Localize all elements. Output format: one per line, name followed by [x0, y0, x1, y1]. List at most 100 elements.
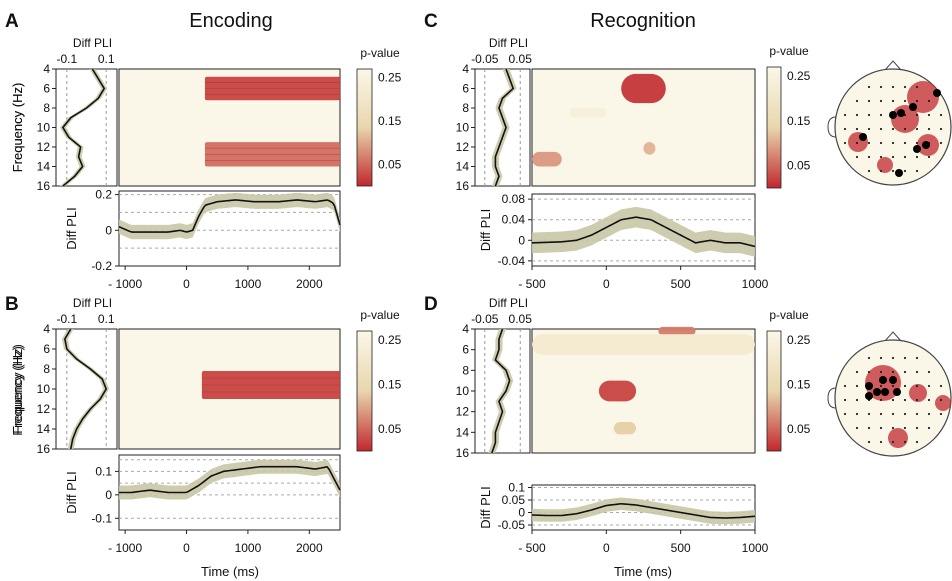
electrode-dot — [855, 127, 859, 131]
ear-outline — [827, 387, 837, 409]
diff-pli-frame — [531, 193, 756, 267]
freq-tick-label: 10 — [456, 384, 470, 398]
colorbar-title: p-value — [360, 308, 400, 322]
electrode-dot — [843, 127, 847, 131]
diff-pli-tick-label: -0.1 — [91, 511, 112, 525]
freq-axis-label: Frequency (Hz) — [10, 83, 25, 173]
highlighted-electrode — [897, 109, 905, 117]
freq-tick-label: 8 — [462, 363, 469, 377]
electrode-dot — [903, 440, 907, 444]
freq-tick-label: 8 — [43, 101, 50, 115]
freq-tick-label: 12 — [37, 140, 51, 154]
freq-tick-label: 8 — [462, 101, 469, 115]
time-tick-label: 1000 — [742, 541, 769, 555]
electrode-dot — [891, 169, 895, 173]
electrode-dot — [915, 155, 919, 159]
freq-tick-label: 8 — [43, 362, 50, 376]
freq-profile-title: Diff PLI — [489, 36, 528, 50]
scalp-outline — [834, 339, 952, 457]
freq-tick-label: 12 — [456, 140, 470, 154]
column-title-recognition: Recognition — [590, 10, 696, 32]
electrode-dot — [891, 384, 895, 388]
topomap-hotspot — [877, 157, 893, 173]
freq-tick-label: 6 — [462, 82, 469, 96]
electrode-dot — [927, 155, 931, 159]
panel-letter-a: A — [5, 11, 19, 32]
highlighted-electrode — [893, 388, 901, 396]
electrode-dot — [891, 99, 895, 103]
time-tick-label: 0 — [183, 541, 190, 555]
electrode-dot — [915, 127, 919, 131]
colorbar — [766, 66, 782, 189]
topomap-hotspot — [888, 428, 908, 448]
freq-axis-label: Frequency (Hz) — [10, 346, 25, 436]
electrode-dot — [915, 370, 919, 374]
panel-letter-b: B — [5, 294, 19, 315]
colorbar-title: p-value — [769, 44, 809, 58]
nose-outline — [884, 331, 902, 342]
electrode-dot — [915, 169, 919, 173]
freq-tick-label: 16 — [456, 179, 470, 193]
colorbar — [356, 330, 373, 452]
panels-group: 4 6 8 10 12 14 16 Frequency (Hz) -0.1 0.1 Diff PLI… — [10, 36, 952, 555]
freq-profile-band — [59, 69, 108, 186]
freq-profile-band — [61, 329, 110, 449]
freq-tick-label: 6 — [43, 342, 50, 356]
freq-profile-title: Diff PLI — [489, 296, 528, 310]
electrode-dot — [867, 426, 871, 430]
ear-outline — [827, 116, 837, 138]
electrode-dot — [867, 412, 871, 416]
electrode-dot — [855, 155, 859, 159]
electrode-dot — [879, 127, 883, 131]
electrode-dot — [879, 356, 883, 360]
electrode-dot — [927, 127, 931, 131]
freq-tick-label: 6 — [43, 82, 50, 96]
freq-axis-label: Frequency (Hz) — [10, 83, 25, 173]
electrode-dot — [939, 141, 943, 145]
electrode-dot — [927, 113, 931, 117]
electrode-dot — [939, 412, 943, 416]
freq-profile-tick: 0.1 — [98, 52, 115, 66]
electrode-dot — [855, 370, 859, 374]
electrode-dot — [939, 384, 943, 388]
heatmap-blob-0 — [598, 380, 637, 402]
electrode-dot — [903, 356, 907, 360]
electrode-dot — [891, 141, 895, 145]
colorbar-tick-label: 0.15 — [378, 377, 402, 391]
freq-tick-label: 12 — [456, 405, 470, 419]
nose-outline — [884, 60, 902, 71]
freq-tick-label: 4 — [43, 322, 50, 336]
electrode-dot — [843, 384, 847, 388]
colorbar — [766, 330, 782, 452]
freq-tick-label: 12 — [37, 402, 51, 416]
electrode-dot — [879, 412, 883, 416]
electrode-dot — [855, 412, 859, 416]
colorbar — [356, 68, 373, 187]
colorbar-tick-label: 0.05 — [378, 157, 402, 171]
colorbar-tick-label: 0.25 — [378, 71, 402, 85]
panel-c: 4 6 8 10 12 14 16 Frequency (Hz) -0.05 0.05 Diff P… — [10, 36, 952, 291]
electrode-dot — [915, 398, 919, 402]
electrode-dot — [891, 356, 895, 360]
freq-profile-tick: 0.05 — [509, 52, 533, 66]
diff-pli-tick-label: 0 — [518, 506, 525, 520]
colorbar-tick-label: 0.25 — [787, 333, 811, 347]
electrode-dot — [903, 412, 907, 416]
electrode-dot — [867, 127, 871, 131]
freq-profile-tick: -0.1 — [56, 52, 77, 66]
time-tick-label: 1000 — [235, 541, 262, 555]
electrode-dot — [903, 141, 907, 145]
time-tick-label: - 500 — [518, 541, 546, 555]
electrode-dot — [915, 141, 919, 145]
panel-b: 4 6 8 10 12 14 16 Frequency (Hz) -0.1 0.1 Diff PLI… — [10, 296, 402, 555]
colorbar-tick-label: 0.25 — [378, 333, 402, 347]
electrode-dot — [867, 85, 871, 89]
scalp-topomap — [827, 60, 952, 186]
time-tick-label: 0 — [603, 277, 610, 291]
freq-tick-label: 14 — [37, 160, 51, 174]
highlighted-electrode — [889, 376, 897, 384]
electrode-dot — [903, 398, 907, 402]
electrode-dot — [915, 356, 919, 360]
highlighted-electrode — [881, 388, 889, 396]
